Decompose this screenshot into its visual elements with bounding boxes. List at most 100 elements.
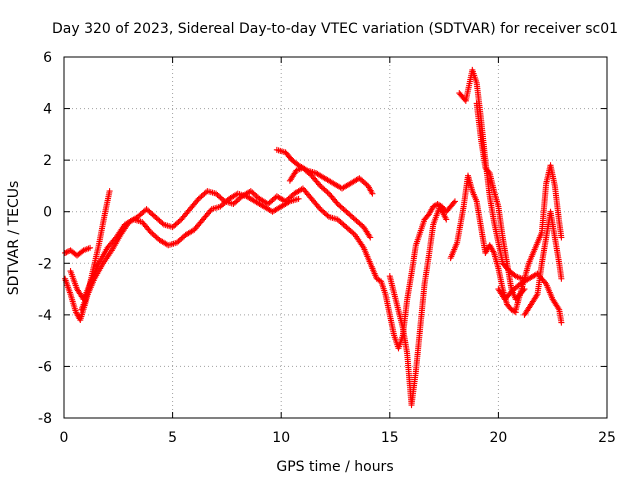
- data-point: [198, 193, 205, 200]
- data-point: [218, 202, 225, 209]
- data-point: [171, 222, 178, 229]
- data-point: [343, 224, 350, 231]
- data-point: [295, 195, 302, 202]
- data-point: [558, 234, 565, 241]
- data-point: [350, 215, 357, 222]
- data-point: [213, 190, 220, 197]
- data-point: [317, 182, 324, 189]
- data-point: [336, 202, 343, 209]
- data-point: [137, 211, 144, 218]
- data-point: [268, 198, 275, 205]
- data-series: [62, 66, 565, 409]
- data-point: [511, 286, 518, 293]
- data-point: [360, 179, 367, 186]
- data-point: [320, 185, 327, 192]
- data-point: [485, 168, 492, 175]
- data-point: [176, 217, 183, 224]
- x-tick-label: 20: [489, 430, 507, 446]
- data-point: [349, 213, 356, 220]
- data-point: [450, 199, 457, 206]
- data-point: [343, 208, 350, 215]
- grid-lines: [64, 57, 607, 418]
- data-point: [352, 216, 359, 223]
- data-point: [286, 194, 293, 201]
- data-point: [282, 198, 289, 205]
- data-point: [156, 217, 163, 224]
- data-point: [318, 207, 325, 214]
- data-point: [341, 222, 348, 229]
- data-point: [169, 224, 176, 231]
- data-point: [234, 197, 241, 204]
- data-point: [146, 208, 153, 215]
- data-point: [283, 197, 290, 204]
- data-point: [339, 204, 346, 211]
- data-point: [323, 211, 330, 218]
- data-point: [236, 195, 243, 202]
- y-tick-label: -8: [38, 411, 52, 427]
- data-point: [336, 217, 343, 224]
- data-point: [266, 199, 273, 206]
- data-point: [201, 190, 208, 197]
- data-point: [369, 190, 376, 197]
- data-point: [508, 288, 515, 295]
- data-point: [173, 239, 180, 246]
- data-point: [175, 219, 182, 226]
- series-arc4: [78, 185, 376, 313]
- data-point: [215, 193, 222, 200]
- data-point: [298, 186, 305, 193]
- data-point: [339, 220, 346, 227]
- data-point: [323, 188, 330, 195]
- data-point: [144, 207, 151, 214]
- data-point: [152, 233, 159, 240]
- series-arc7: [369, 198, 458, 352]
- data-point: [143, 206, 150, 213]
- data-point: [362, 180, 369, 187]
- data-point: [155, 216, 162, 223]
- axis-ticks: [63, 56, 608, 419]
- data-point: [357, 221, 364, 228]
- data-point: [301, 166, 308, 173]
- data-point: [153, 234, 160, 241]
- x-tick-label: 0: [60, 430, 69, 446]
- series-arc13: [512, 162, 565, 313]
- series-arc14: [521, 208, 565, 318]
- data-point: [150, 231, 157, 238]
- data-point: [231, 199, 238, 206]
- data-point: [337, 203, 344, 210]
- data-point: [344, 225, 351, 232]
- data-point: [356, 175, 363, 182]
- data-point: [176, 237, 183, 244]
- data-point: [305, 170, 312, 177]
- data-point: [136, 212, 143, 219]
- data-point: [357, 176, 364, 183]
- data-point: [214, 191, 221, 198]
- data-point: [443, 216, 450, 223]
- data-point: [253, 193, 260, 200]
- data-point: [304, 168, 311, 175]
- data-point: [324, 212, 331, 219]
- data-point: [359, 177, 366, 184]
- data-point: [230, 200, 237, 207]
- data-point: [451, 198, 458, 205]
- data-point: [347, 228, 354, 235]
- data-point: [217, 203, 224, 210]
- data-point: [356, 220, 363, 227]
- data-point: [509, 287, 516, 294]
- data-point: [349, 229, 356, 236]
- data-point: [324, 189, 331, 196]
- series-arc9: [447, 172, 519, 316]
- data-point: [62, 249, 69, 256]
- y-tick-label: -2: [38, 256, 52, 272]
- data-point: [346, 226, 353, 233]
- data-point: [140, 208, 147, 215]
- data-point: [353, 217, 360, 224]
- data-point: [175, 238, 182, 245]
- data-point: [173, 220, 180, 227]
- series-arc6: [286, 164, 374, 241]
- y-tick-label: 0: [43, 205, 52, 221]
- data-point: [307, 171, 314, 178]
- y-tick-label: 2: [43, 153, 52, 169]
- data-point: [346, 211, 353, 218]
- data-point: [195, 195, 202, 202]
